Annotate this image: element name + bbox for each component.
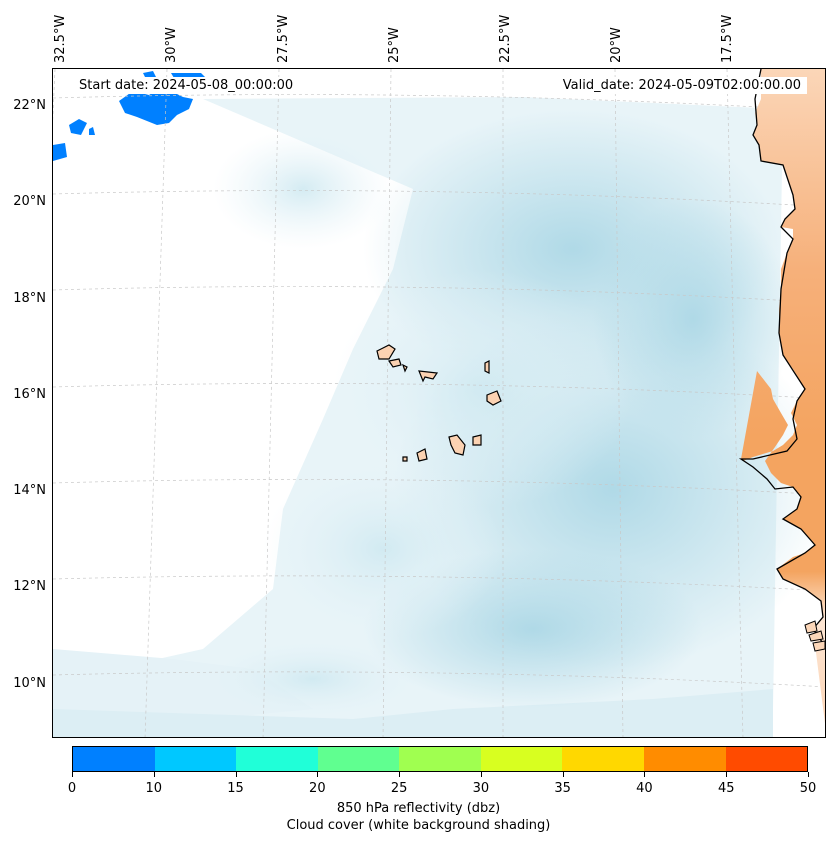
lon-label-27-5w: 27.5°W [276, 14, 291, 63]
colorbar-tick-label-45: 45 [717, 781, 735, 796]
start-date-label: Start date: 2024-05-08_00:00:00 [73, 77, 300, 94]
colorbar-segment-7 [643, 747, 726, 771]
colorbar-tick-label-10: 10 [145, 781, 163, 796]
lat-label-14n: 14°N [13, 483, 46, 498]
lon-label-20w: 20°W [609, 27, 624, 63]
colorbar-tick-label-50: 50 [799, 781, 817, 796]
lon-label-25w: 25°W [387, 27, 402, 63]
colorbar-subtitle: Cloud cover (white background shading) [286, 818, 551, 833]
colorbar-tick-35 [562, 772, 564, 777]
africa-landmass [741, 69, 825, 724]
colorbar-tick-label-0: 0 [67, 781, 77, 796]
colorbar [72, 746, 808, 772]
colorbar-segment-4 [399, 747, 481, 771]
colorbar-tick-label-20: 20 [309, 781, 326, 796]
colorbar-tick-0 [72, 772, 73, 777]
colorbar-segment-8 [725, 747, 808, 771]
colorbar-segment-5 [480, 747, 563, 771]
colorbar-tick-label-40: 40 [636, 781, 653, 796]
colorbar-tick-50 [808, 772, 809, 777]
lat-label-22n: 22°N [13, 98, 46, 113]
colorbar-segment-3 [317, 747, 400, 771]
lon-label-32-5w: 32.5°W [53, 14, 68, 63]
africa-coastline [738, 69, 825, 648]
colorbar-tick-20 [317, 772, 319, 777]
colorbar-tick-40 [644, 772, 646, 777]
lon-label-17-5w: 17.5°W [720, 14, 735, 63]
colorbar-title: 850 hPa reflectivity (dbz) [336, 801, 501, 816]
colorbar-tick-15 [235, 772, 237, 777]
colorbar-tick-45 [726, 772, 728, 777]
colorbar-tick-label-30: 30 [472, 781, 490, 796]
cape-verde-islands [376, 344, 502, 462]
colorbar-segment-6 [562, 747, 644, 771]
lat-label-16n: 16°N [13, 387, 46, 402]
colorbar-tick-30 [480, 772, 482, 777]
colorbar-segment-0 [73, 747, 155, 771]
lat-label-12n: 12°N [13, 579, 46, 594]
colorbar-segment-2 [236, 747, 318, 771]
colorbar-tick-label-35: 35 [554, 781, 571, 796]
bijagos-islands [804, 620, 825, 652]
lat-label-18n: 18°N [13, 291, 46, 306]
colorbar-tick-label-25: 25 [390, 781, 408, 796]
lat-label-20n: 20°N [13, 194, 46, 209]
colorbar-tick-10 [153, 772, 155, 777]
map-canvas [53, 69, 825, 737]
valid-date-label: Valid_date: 2024-05-09T02:00:00.00 [556, 77, 807, 94]
colorbar-segment-1 [154, 747, 237, 771]
cloud-shading [53, 97, 825, 737]
colorbar-tick-25 [399, 772, 401, 777]
map-panel[interactable] [52, 68, 826, 738]
colorbar-tick-label-15: 15 [227, 781, 244, 796]
lon-label-22-5w: 22.5°W [498, 14, 513, 63]
lon-label-30w: 30°W [164, 27, 179, 63]
gridlines [53, 69, 825, 737]
lat-label-10n: 10°N [13, 676, 46, 691]
